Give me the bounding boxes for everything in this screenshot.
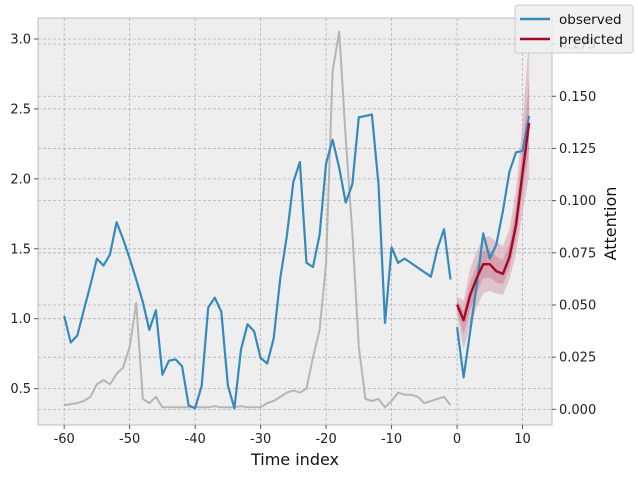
- x-tick-label: 10: [514, 432, 531, 447]
- prediction-band-outer: [457, 39, 530, 350]
- observed-line-1: [456, 115, 531, 379]
- plot-background: [38, 18, 552, 425]
- legend-box: [514, 4, 634, 54]
- attention-layer: [64, 30, 452, 409]
- x-tick-label: -50: [119, 432, 140, 447]
- legend-label-predicted: predicted: [559, 32, 623, 48]
- observed-line-0: [63, 113, 452, 410]
- right-y-tick-label: 0.100: [559, 194, 596, 209]
- x-tick-label: -40: [185, 432, 206, 447]
- x-axis-ticks: -60 -50 -40 -30 -20 -10 0 10: [54, 425, 531, 447]
- observed-layer: [63, 113, 531, 410]
- left-y-tick-label: 1.5: [10, 242, 31, 257]
- plot-frame: [37, 17, 553, 426]
- predicted-line: [455, 122, 531, 322]
- right-y-tick-label: 0.075: [559, 246, 596, 261]
- prediction-band-layer: [457, 39, 530, 350]
- x-tick-label: 0: [453, 432, 461, 447]
- left-y-tick-label: 3.0: [10, 32, 31, 47]
- legend-label-observed: observed: [559, 12, 622, 28]
- prediction-band-inner: [457, 80, 530, 335]
- right-y-tick-label: 0.025: [559, 351, 596, 366]
- x-axis-label: Time index: [250, 450, 339, 469]
- plot-area: [37, 17, 553, 426]
- predicted-layer: [455, 122, 531, 322]
- right-y-axis-label: Attention: [601, 187, 620, 261]
- x-tick-label: -10: [381, 432, 402, 447]
- x-tick-label: -60: [54, 432, 75, 447]
- right-y-tick-label: 0.000: [559, 403, 596, 418]
- right-y-tick-label: 0.050: [559, 298, 596, 313]
- left-y-tick-label: 0.5: [10, 382, 31, 397]
- left-y-axis-ticks: 0.5 1.0 1.5 2.0 2.5 3.0: [10, 32, 38, 397]
- left-y-tick-label: 1.0: [10, 312, 31, 327]
- x-tick-label: -20: [315, 432, 336, 447]
- attention-line: [64, 30, 452, 409]
- left-y-tick-label: 2.0: [10, 172, 31, 187]
- right-y-tick-label: 0.150: [559, 90, 596, 105]
- left-y-tick-label: 2.5: [10, 102, 31, 117]
- x-tick-label: -30: [250, 432, 271, 447]
- legend: observed predicted: [514, 4, 634, 54]
- right-y-tick-label: 0.125: [559, 142, 596, 157]
